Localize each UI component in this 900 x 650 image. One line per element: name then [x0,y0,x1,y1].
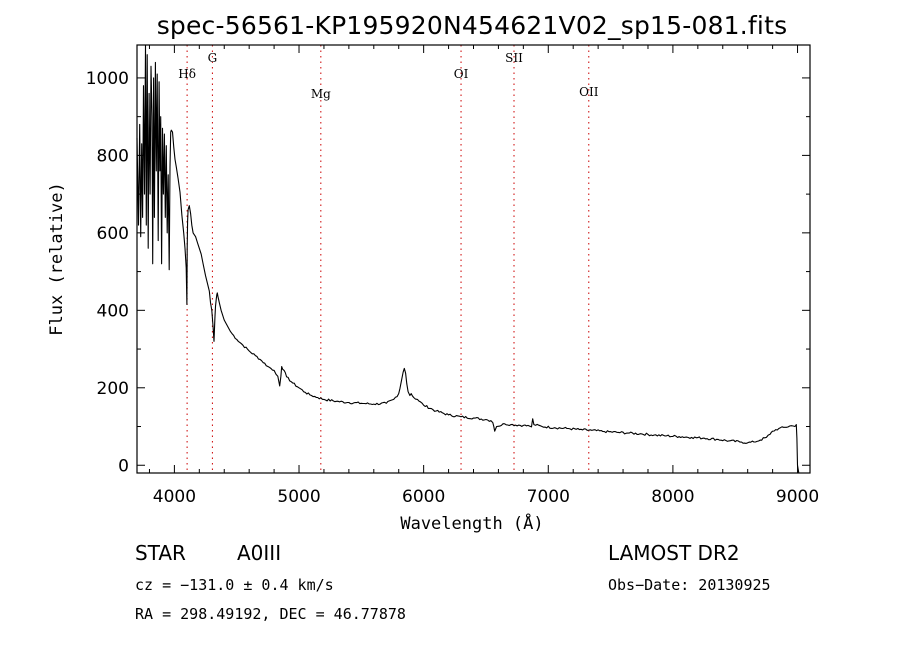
x-tick-label: 6000 [402,487,445,507]
x-axis-ticks: 4000 5000 6000 7000 8000 9000 [148,45,819,507]
x-tick-label: 4000 [153,487,196,507]
coordinates: RA = 298.49192, DEC = 46.77878 [135,605,406,623]
x-tick-label: 5000 [277,487,320,507]
y-tick-label: 1000 [86,69,129,89]
spectral-line-label: OI [454,67,469,81]
chart-title: spec-56561-KP195920N454621V02_sp15-081.f… [157,11,788,40]
x-tick-label: 8000 [651,487,694,507]
y-tick-label: 400 [97,301,129,321]
y-tick-label: 800 [97,146,129,166]
plot-frame [136,44,811,474]
spectral-line-markers [186,45,590,473]
y-tick-label: 200 [97,379,129,399]
y-axis-label: Flux (relative) [47,182,67,336]
y-tick-label: 600 [97,224,129,244]
object-type: STAR [135,541,186,565]
spectral-line-label: Mg [311,87,331,101]
y-axis-ticks: 0 200 400 600 800 1000 [86,69,810,476]
spectral-subclass: A0III [237,541,281,565]
observation-date: Obs−Date: 20130925 [608,576,771,594]
x-tick-label: 7000 [527,487,570,507]
spectrum-line [136,44,800,474]
x-tick-label: 9000 [776,487,819,507]
x-axis-label: Wavelength (Å) [400,512,543,534]
spectral-line-label: OII [579,85,599,99]
y-tick-label: 0 [118,456,129,476]
spectral-line-label: Hδ [178,67,196,81]
survey-name: LAMOST DR2 [608,541,740,565]
spectral-line-label: SII [505,51,523,65]
spectral-line-label: G [208,51,218,65]
spectral-line-labels: Hδ G Mg OI SII OII [178,51,598,101]
redshift-velocity: cz = −131.0 ± 0.4 km/s [135,576,334,594]
